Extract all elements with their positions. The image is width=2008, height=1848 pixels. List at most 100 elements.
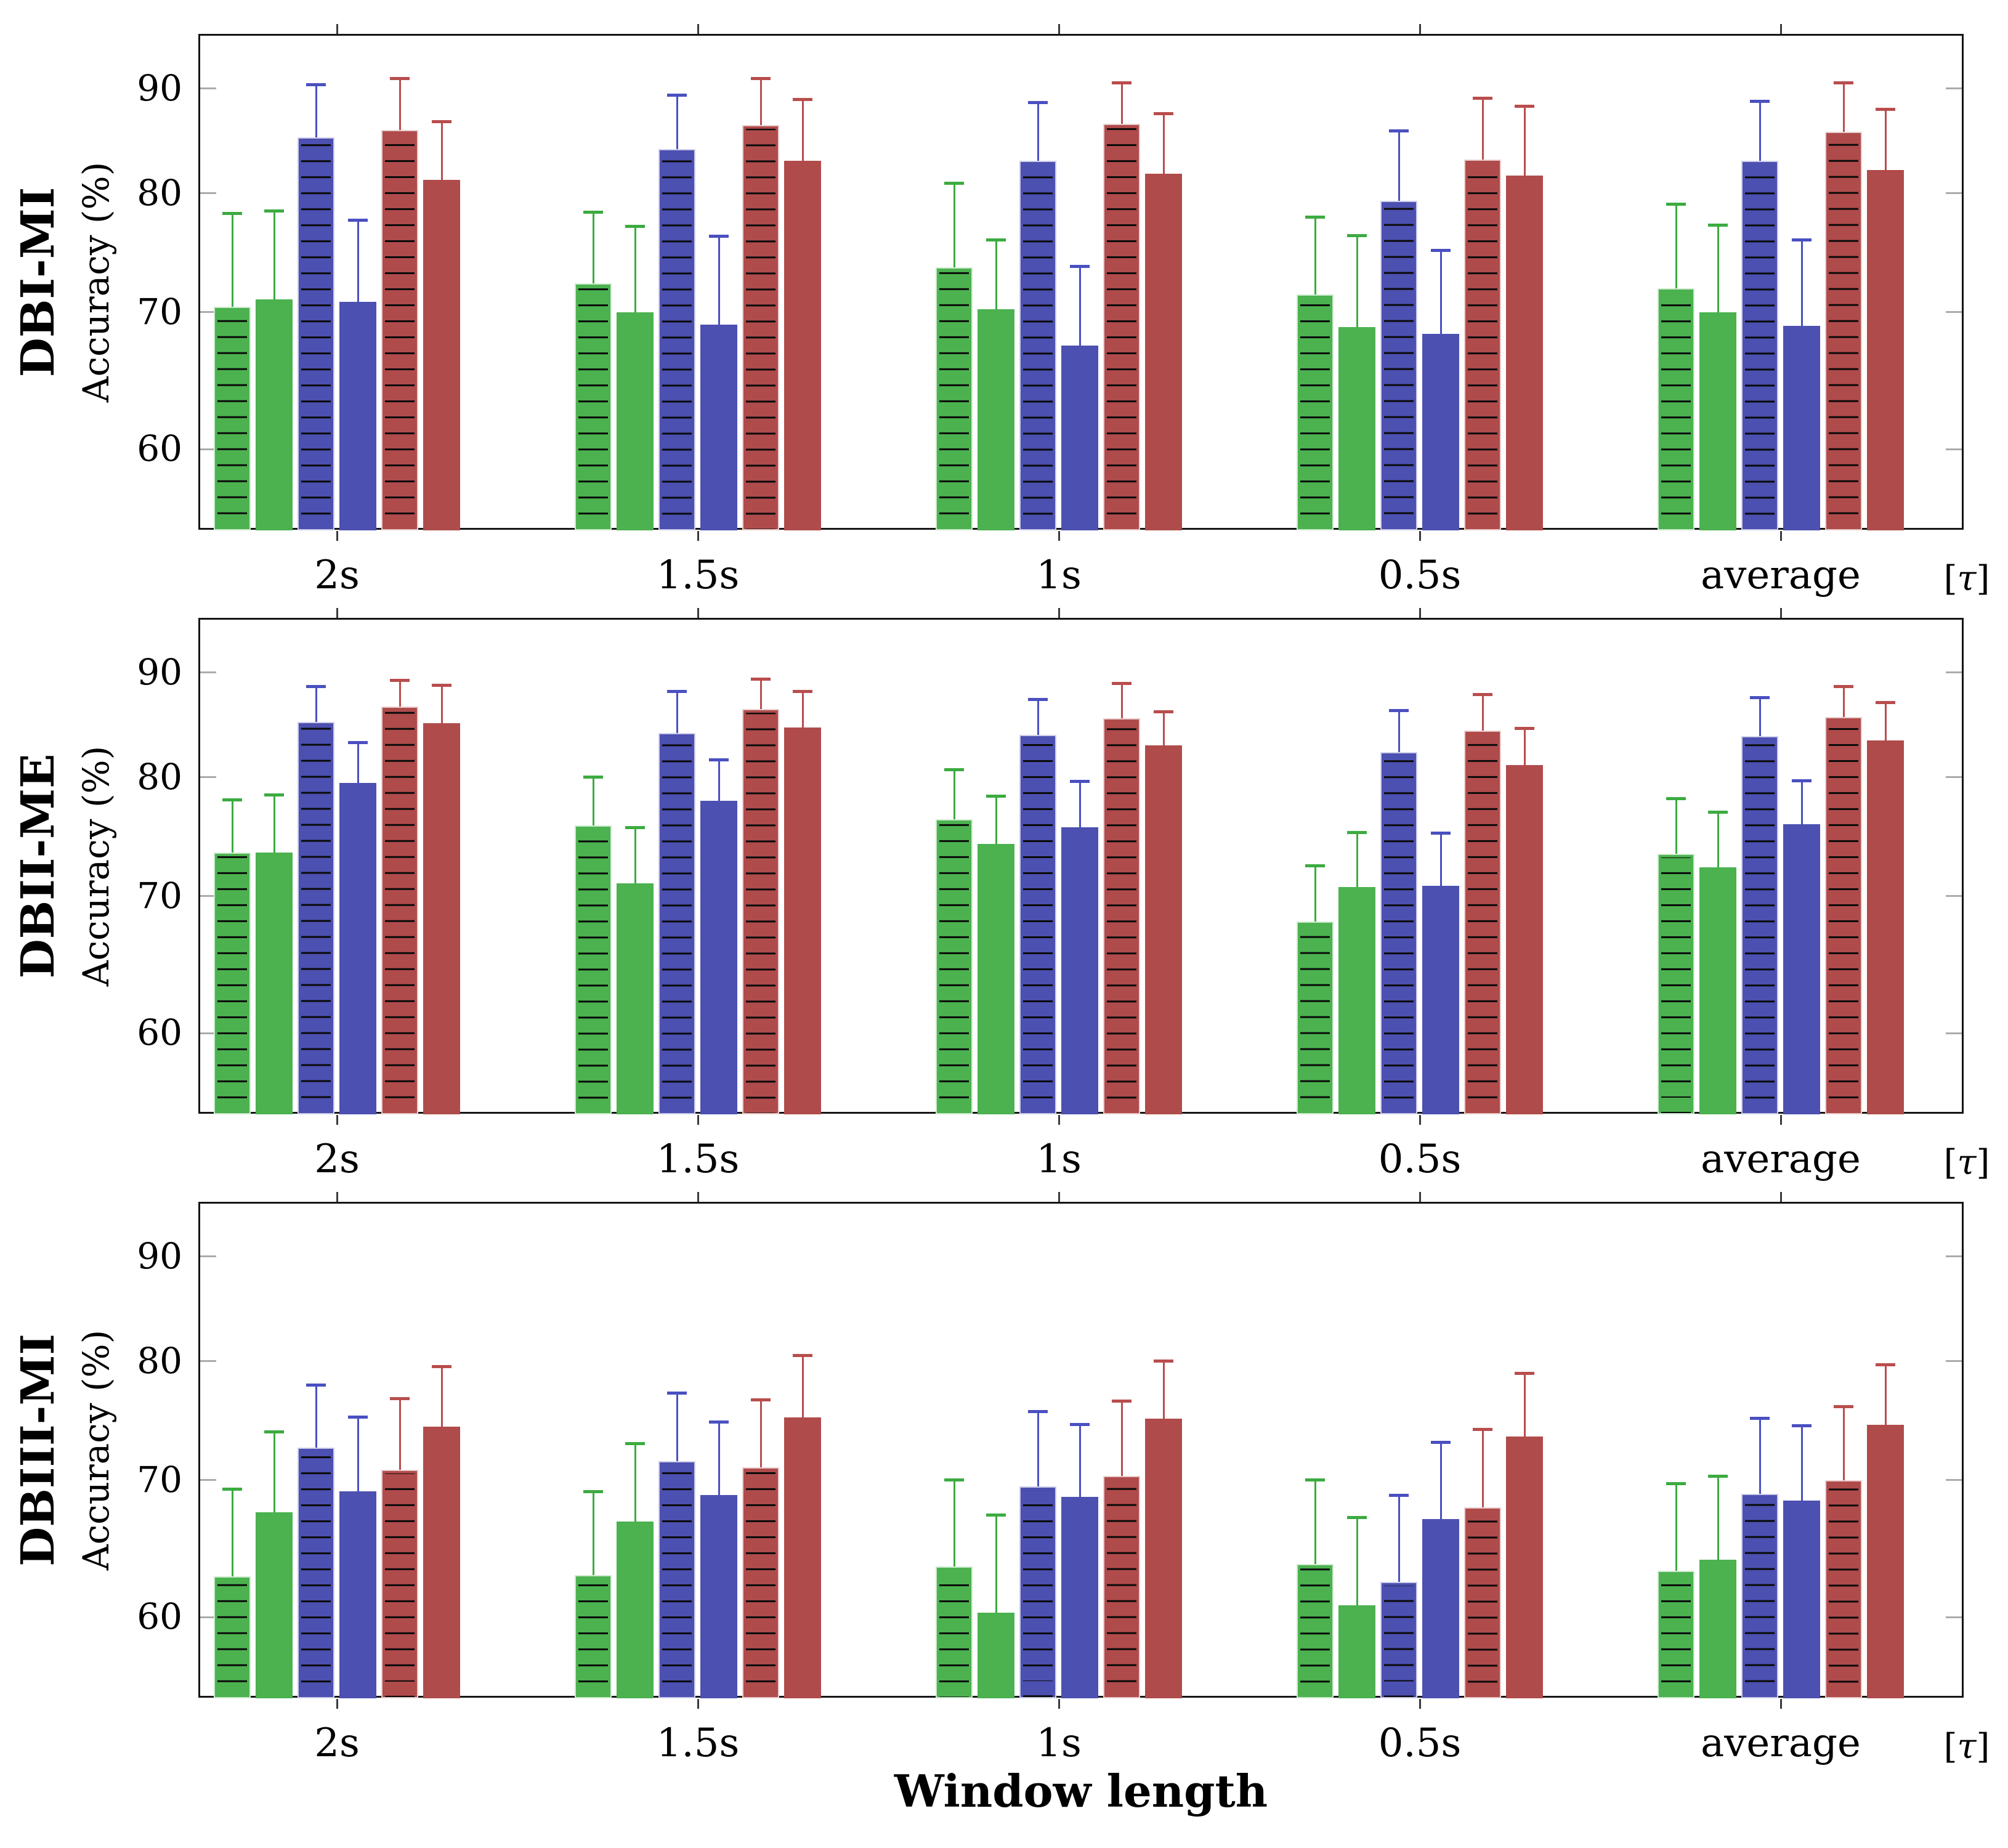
bar-red-solid (1867, 740, 1904, 1114)
error-bar-cap-red-hatched (1834, 684, 1853, 688)
error-bar-stem-red-hatched (759, 1400, 762, 1468)
error-bar-stem-green-solid (995, 240, 997, 310)
y-tick-mark (200, 671, 216, 674)
hatch-pattern (746, 128, 775, 529)
hatch-pattern (301, 726, 331, 1113)
error-bar-cap-red-solid (432, 684, 451, 687)
bar-red-hatched (381, 707, 418, 1114)
x-tick-mark (1058, 608, 1060, 618)
error-bar-stem-red-hatched (1481, 694, 1484, 731)
bar-red-solid (784, 1417, 821, 1698)
error-bar-cap-red-hatched (1112, 1399, 1132, 1403)
error-bar-cap-red-hatched (1473, 1427, 1492, 1431)
error-bar-stem-blue-hatched (1398, 1495, 1400, 1583)
bar-red-hatched (1825, 1480, 1862, 1698)
bar-blue-hatched (1741, 736, 1778, 1114)
hatch-pattern (301, 1451, 331, 1697)
bar-red-hatched (381, 1470, 418, 1698)
error-bar-cap-blue-solid (1792, 238, 1812, 242)
error-bar-cap-green-hatched (1666, 796, 1686, 800)
y-tick-label: 70 (137, 874, 182, 917)
x-category-label: 2s (314, 553, 360, 598)
error-bar-stem-red-hatched (1842, 1406, 1845, 1480)
bar-red-solid (1145, 745, 1182, 1114)
error-bar-cap-green-solid (625, 825, 645, 829)
x-tick-mark (697, 1115, 699, 1125)
error-bar-stem-red-solid (440, 685, 443, 724)
error-bar-stem-blue-hatched (1398, 710, 1400, 752)
x-tick-mark (1058, 1115, 1060, 1125)
hatch-pattern (217, 856, 247, 1113)
x-axis-title: Window length (894, 1765, 1268, 1817)
bar-red-solid (1506, 1437, 1543, 1698)
error-bar-cap-blue-hatched (1028, 1409, 1048, 1413)
error-bar-cap-blue-solid (1792, 1424, 1812, 1427)
error-bar-stem-red-hatched (759, 679, 762, 709)
error-bar-stem-blue-hatched (676, 691, 678, 733)
hatch-pattern (385, 133, 415, 529)
error-bar-stem-green-hatched (231, 800, 233, 853)
error-bar-cap-red-hatched (1112, 681, 1132, 685)
error-bar-cap-blue-hatched (667, 689, 687, 693)
error-bar-stem-blue-solid (718, 760, 720, 801)
error-bar-cap-blue-solid (1431, 249, 1451, 253)
x-tick-mark (697, 1192, 699, 1202)
bar-green-hatched (1297, 294, 1334, 530)
bar-green-solid (1699, 312, 1736, 530)
y-tick-mark (200, 448, 216, 450)
y-tick-mark (1946, 448, 1962, 450)
error-bar-cap-red-solid (432, 1365, 451, 1369)
error-bar-stem-blue-solid (1800, 240, 1803, 326)
y-tick-mark (200, 1616, 216, 1618)
error-bar-stem-red-solid (1884, 702, 1887, 740)
error-bar-stem-blue-solid (1439, 833, 1442, 886)
error-bar-cap-green-hatched (222, 1487, 242, 1491)
hatch-pattern (217, 310, 247, 529)
hatch-pattern (1468, 163, 1497, 529)
bar-green-solid (1338, 887, 1375, 1114)
error-bar-stem-green-hatched (1675, 204, 1677, 288)
hatch-pattern (578, 829, 608, 1113)
y-tick-mark (200, 895, 216, 898)
error-bar-stem-green-hatched (953, 183, 955, 268)
bar-red-solid (423, 723, 460, 1114)
bar-red-hatched (1464, 159, 1501, 530)
bar-blue-solid (700, 801, 737, 1114)
bar-red-hatched (1825, 717, 1862, 1114)
bar-green-solid (1699, 867, 1736, 1114)
error-bar-stem-blue-hatched (315, 1385, 317, 1448)
bar-blue-hatched (298, 722, 334, 1114)
x-tick-mark (1779, 1115, 1782, 1125)
hatch-pattern (1829, 1483, 1858, 1697)
error-bar-stem-green-solid (1356, 1517, 1358, 1605)
error-bar-cap-green-solid (986, 1513, 1006, 1517)
bar-blue-hatched (658, 732, 695, 1114)
bar-red-solid (784, 160, 821, 530)
error-bar-cap-blue-hatched (1750, 100, 1770, 103)
x-tick-mark (336, 1192, 338, 1202)
error-bar-stem-blue-solid (357, 742, 359, 783)
error-bar-cap-green-solid (264, 1430, 284, 1433)
error-bar-stem-red-hatched (1842, 686, 1845, 718)
error-bar-cap-blue-hatched (1389, 709, 1409, 713)
hatch-pattern (1107, 127, 1136, 529)
error-bar-cap-green-hatched (1666, 203, 1686, 206)
x-tick-mark (1058, 1699, 1060, 1709)
error-bar-stem-green-solid (995, 796, 997, 845)
y-tick-label: 80 (137, 171, 182, 214)
hatch-pattern (662, 152, 692, 529)
error-bar-cap-blue-hatched (1389, 1493, 1409, 1497)
error-bar-stem-red-solid (801, 691, 804, 727)
error-bar-stem-red-hatched (399, 78, 401, 130)
error-bar-cap-green-hatched (1305, 864, 1325, 868)
error-bar-cap-red-hatched (751, 1398, 771, 1401)
y-tick-mark (200, 192, 216, 195)
error-bar-cap-green-solid (1347, 830, 1367, 834)
error-bar-cap-green-hatched (222, 798, 242, 801)
error-bar-stem-red-hatched (1842, 83, 1845, 132)
error-bar-stem-red-solid (1162, 711, 1165, 746)
error-bar-cap-red-hatched (1473, 692, 1492, 696)
bar-green-solid (617, 312, 654, 530)
error-bar-stem-red-solid (1523, 728, 1526, 765)
hatch-pattern (939, 271, 969, 529)
